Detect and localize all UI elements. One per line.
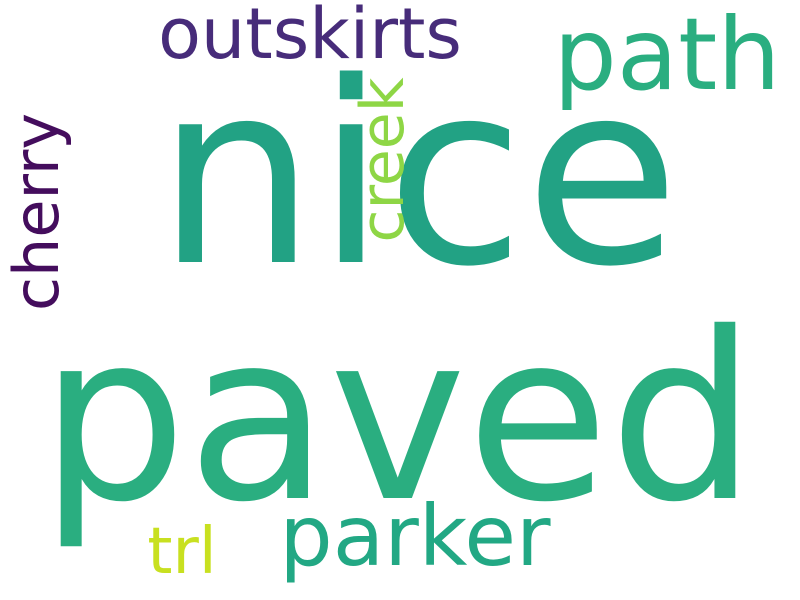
word-creek: creek — [348, 77, 418, 243]
word-cherry: cherry — [0, 112, 73, 312]
word-outskirts: outskirts — [158, 0, 462, 75]
word-parker: parker — [279, 487, 551, 585]
word-trl: trl — [147, 515, 217, 589]
word-nice: nice — [156, 29, 680, 322]
word-paved: paved — [39, 283, 757, 553]
word-path: path — [553, 0, 781, 113]
